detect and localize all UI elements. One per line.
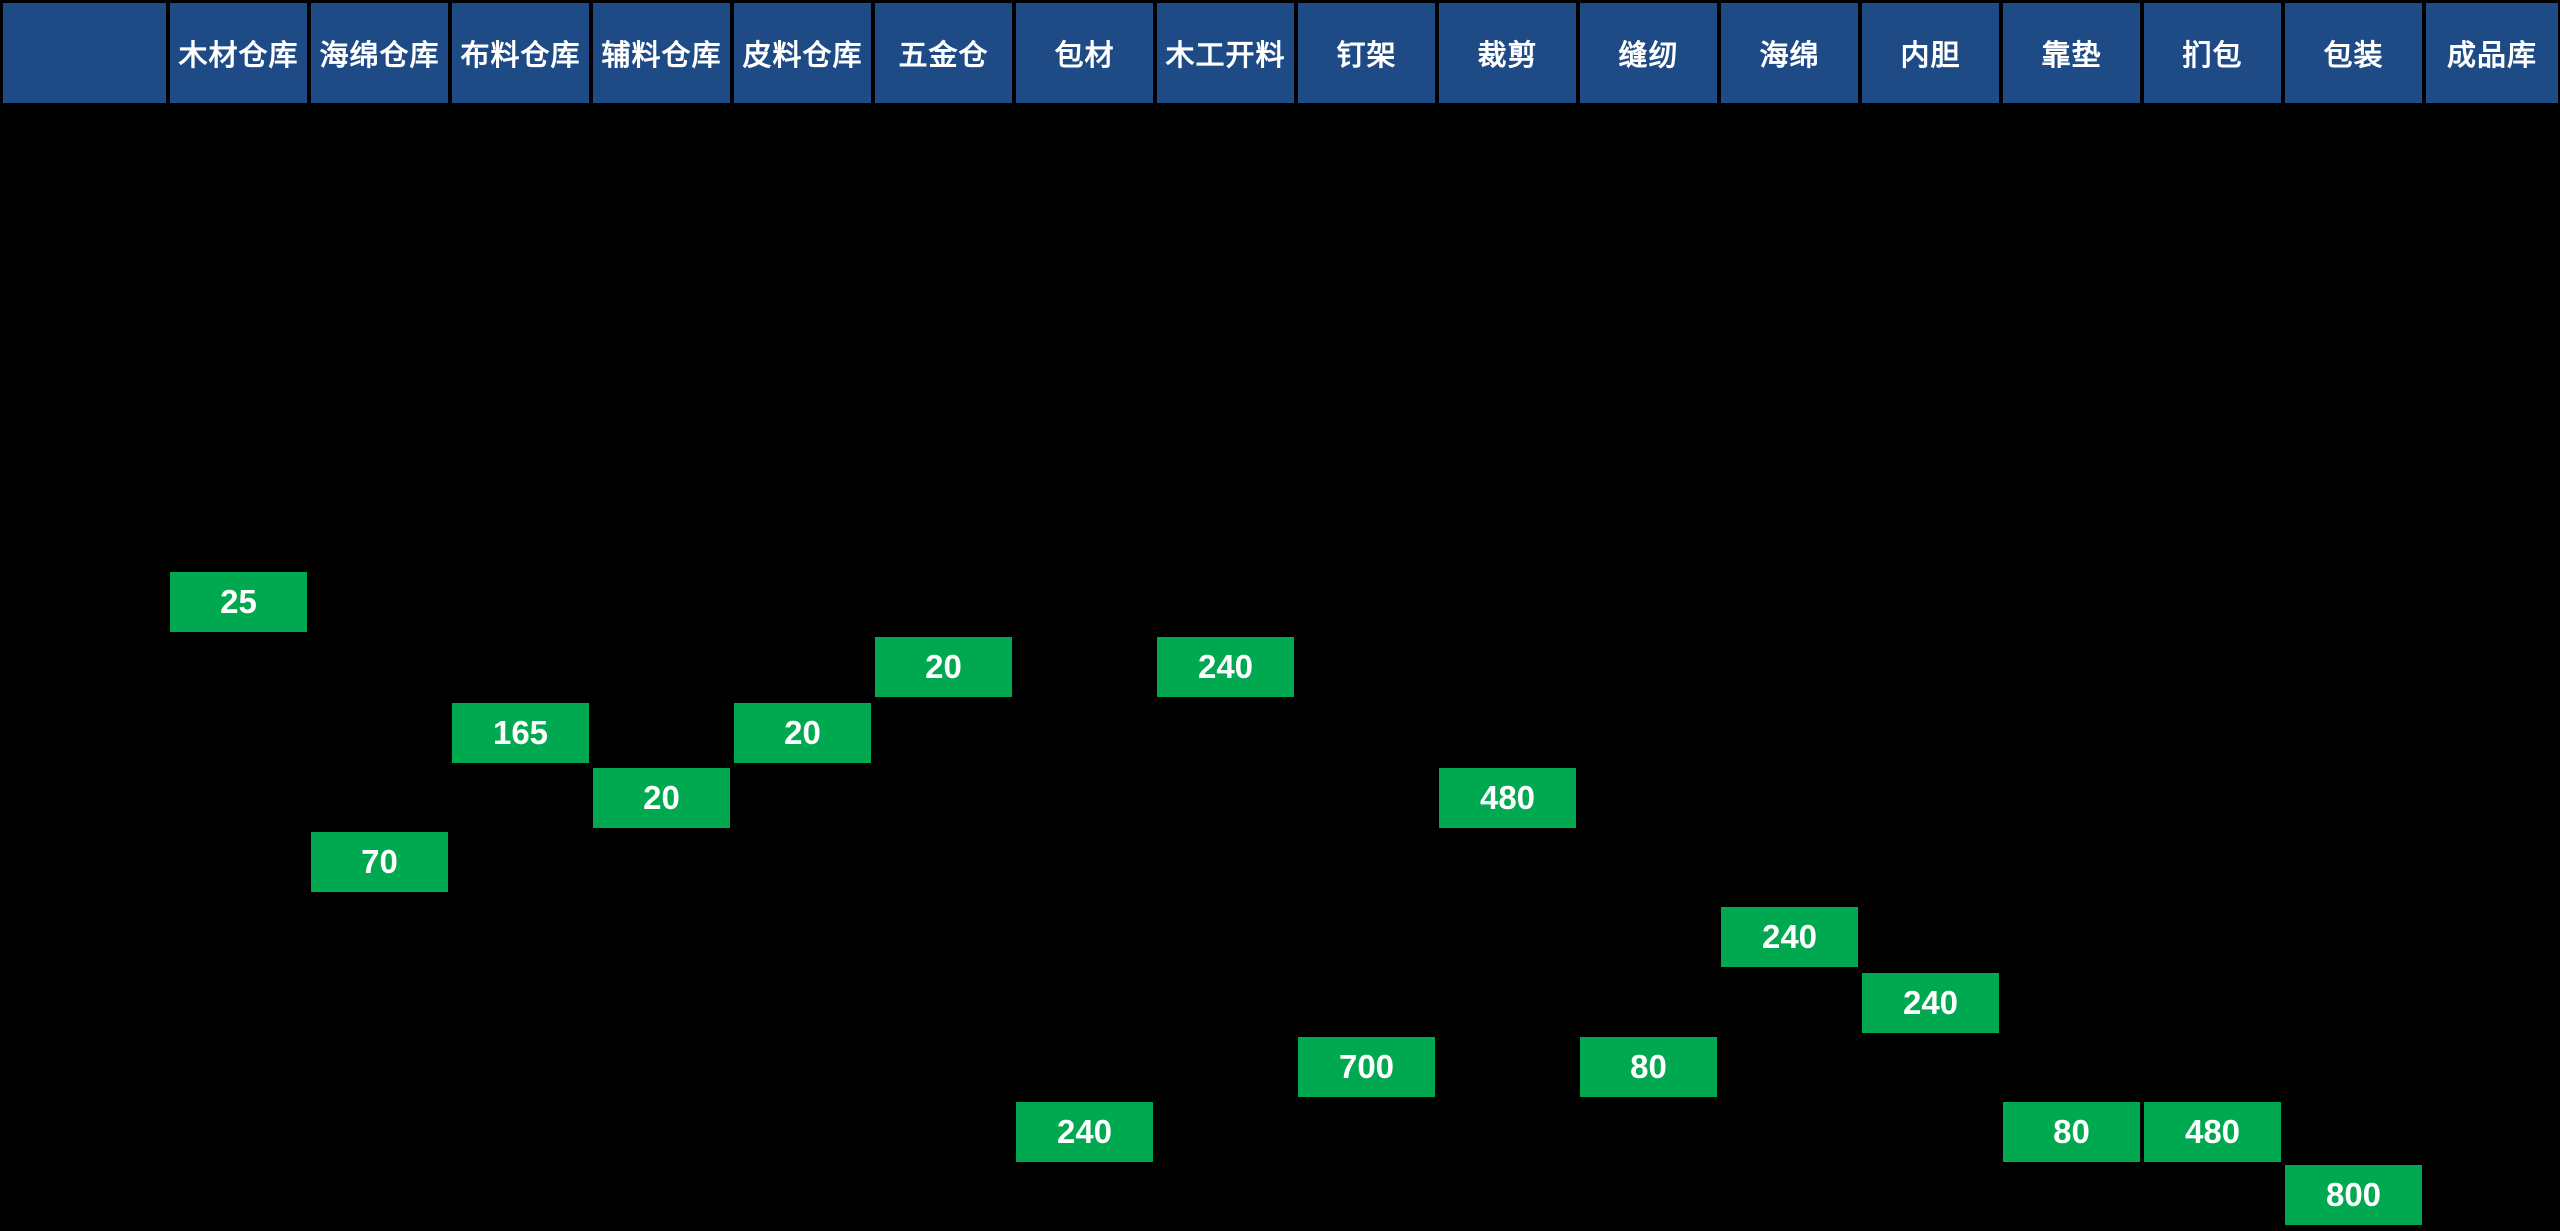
quantity-cell-布料仓库[interactable]: 165 bbox=[452, 703, 589, 763]
quantity-cell-钉架[interactable]: 700 bbox=[1298, 1037, 1435, 1097]
quantity-cell-木材仓库[interactable]: 25 bbox=[170, 572, 307, 632]
quantity-cell-扪包[interactable]: 480 bbox=[2144, 1102, 2281, 1162]
column-header-皮料仓库: 皮料仓库 bbox=[734, 3, 871, 103]
quantity-cell-皮料仓库[interactable]: 20 bbox=[734, 703, 871, 763]
column-header-扪包: 扪包 bbox=[2144, 3, 2281, 103]
quantity-cell-五金仓[interactable]: 20 bbox=[875, 637, 1012, 697]
quantity-cell-海绵[interactable]: 240 bbox=[1721, 907, 1858, 967]
column-header-海绵仓库: 海绵仓库 bbox=[311, 3, 448, 103]
column-header-内胆: 内胆 bbox=[1862, 3, 1999, 103]
quantity-cell-靠垫[interactable]: 80 bbox=[2003, 1102, 2140, 1162]
column-header-布料仓库: 布料仓库 bbox=[452, 3, 589, 103]
quantity-cell-包材[interactable]: 240 bbox=[1016, 1102, 1153, 1162]
quantity-cell-内胆[interactable]: 240 bbox=[1862, 973, 1999, 1033]
quantity-cell-木工开料[interactable]: 240 bbox=[1157, 637, 1294, 697]
column-header-缝纫: 缝纫 bbox=[1580, 3, 1717, 103]
quantity-cell-包装[interactable]: 800 bbox=[2285, 1165, 2422, 1225]
column-header-包材: 包材 bbox=[1016, 3, 1153, 103]
quantity-cell-缝纫[interactable]: 80 bbox=[1580, 1037, 1717, 1097]
column-header-包装: 包装 bbox=[2285, 3, 2422, 103]
column-header-辅料仓库: 辅料仓库 bbox=[593, 3, 730, 103]
column-header-裁剪: 裁剪 bbox=[1439, 3, 1576, 103]
column-header-五金仓: 五金仓 bbox=[875, 3, 1012, 103]
column-header-成品库: 成品库 bbox=[2426, 3, 2558, 103]
quantity-cell-辅料仓库[interactable]: 20 bbox=[593, 768, 730, 828]
column-header-钉架: 钉架 bbox=[1298, 3, 1435, 103]
quantity-cell-裁剪[interactable]: 480 bbox=[1439, 768, 1576, 828]
quantity-cell-海绵仓库[interactable]: 70 bbox=[311, 832, 448, 892]
corner-header-cell bbox=[3, 3, 166, 103]
column-header-木工开料: 木工开料 bbox=[1157, 3, 1294, 103]
column-header-木材仓库: 木材仓库 bbox=[170, 3, 307, 103]
column-header-海绵: 海绵 bbox=[1721, 3, 1858, 103]
column-header-靠垫: 靠垫 bbox=[2003, 3, 2140, 103]
